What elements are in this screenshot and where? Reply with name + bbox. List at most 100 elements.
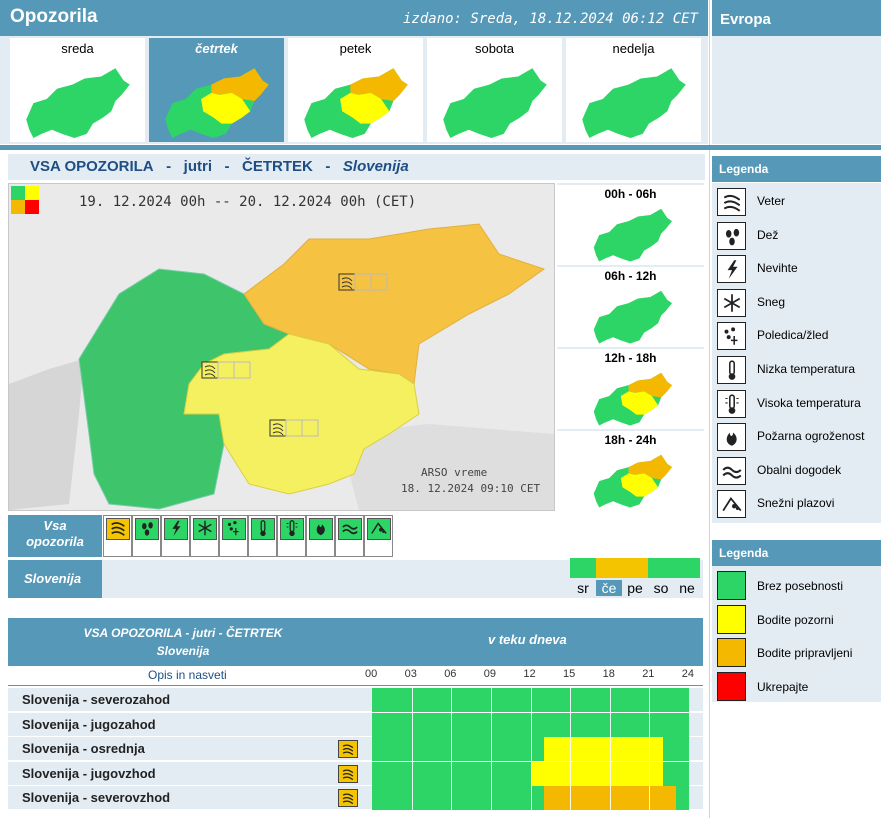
time-slot-2[interactable]: 12h - 18h (557, 347, 704, 427)
legend-item-label: Požarna ogroženost (757, 429, 865, 444)
day-tab-label[interactable]: petek (339, 41, 372, 56)
day-tab-4[interactable]: nedelja (566, 38, 701, 142)
legend-item: Poledica/žled (717, 319, 877, 352)
time-slot-label[interactable]: 00h - 06h (604, 187, 657, 201)
mini-day-3[interactable]: so (648, 558, 674, 596)
filter-wind[interactable] (103, 515, 132, 557)
snow-icon (717, 288, 746, 317)
all-warnings-filter[interactable]: Vsa opozorila (8, 515, 102, 557)
filter-avalanche[interactable] (364, 515, 393, 557)
region-name[interactable]: Slovenija - jugozahod (22, 716, 156, 732)
day-tab-label[interactable]: sreda (61, 41, 94, 56)
time-slot-label[interactable]: 06h - 12h (604, 269, 657, 283)
filter-coastal[interactable] (335, 515, 364, 557)
day-tab-label[interactable]: četrtek (195, 41, 238, 56)
time-slot-1[interactable]: 06h - 12h (557, 265, 704, 345)
filter-rain[interactable] (132, 515, 161, 557)
wind-icon (338, 789, 358, 807)
mini-day-0[interactable]: sr (570, 558, 596, 596)
filter-ice[interactable] (219, 515, 248, 557)
legend-color-label: Brez posebnosti (757, 579, 844, 593)
legend-icons-title: Legenda (719, 162, 769, 176)
table-title-line1: VSA OPOZORILA - jutri - ČETRTEK (83, 626, 283, 640)
filter-low-temp[interactable] (248, 515, 277, 557)
region-selector[interactable]: Slovenija (8, 560, 102, 598)
thunderstorm-icon[interactable] (167, 519, 185, 540)
hour-label: 06 (444, 668, 457, 680)
region-name[interactable]: Slovenija - osrednja (22, 741, 145, 756)
timeline-bar (372, 712, 689, 737)
avalanche-icon (717, 490, 746, 519)
day-tab-2[interactable]: petek (288, 38, 423, 142)
day-tab-1[interactable]: četrtek (149, 38, 284, 142)
main-warning-map[interactable]: 19. 12.2024 00h -- 20. 12.2024 00h (CET)… (8, 183, 555, 511)
all-warnings-label-line2: opozorila (26, 534, 84, 549)
table-row[interactable]: Slovenija - osrednja (8, 737, 703, 761)
day-tab-0[interactable]: sreda (10, 38, 145, 142)
day-tab-label[interactable]: nedelja (612, 41, 655, 56)
filter-snow[interactable] (190, 515, 219, 557)
legend-color-item: Bodite pozorni (717, 602, 877, 636)
time-slot-label[interactable]: 18h - 24h (604, 433, 657, 447)
avalanche-icon[interactable] (370, 519, 388, 540)
filter-fire[interactable] (306, 515, 335, 557)
filter-high-temp[interactable] (277, 515, 306, 557)
map-credit: ARSO vreme (421, 466, 488, 479)
region-name[interactable]: Slovenija - severovzhod (22, 790, 171, 805)
wind-icon[interactable] (109, 519, 127, 540)
mini-day-label[interactable]: sr (577, 580, 589, 596)
fire-icon[interactable] (312, 519, 330, 540)
mini-day-4[interactable]: ne (674, 558, 700, 596)
legend-color-swatch (717, 604, 746, 634)
legend-colors-title: Legenda (719, 546, 769, 560)
high-temp-icon[interactable] (283, 519, 301, 540)
description-link[interactable]: Opis in nasveti (148, 668, 227, 682)
thunderstorm-icon (717, 255, 746, 284)
mini-day-1[interactable]: če (596, 558, 622, 596)
day-tab-label[interactable]: sobota (474, 41, 515, 56)
mini-day-label[interactable]: ne (679, 580, 695, 596)
rain-icon[interactable] (138, 519, 156, 540)
hour-label: 18 (602, 668, 615, 680)
coastal-icon (717, 456, 746, 485)
table-row[interactable]: Slovenija - jugozahod (8, 712, 703, 737)
color-scale-icon (11, 186, 39, 214)
low-temp-icon[interactable] (254, 519, 272, 540)
hour-label: 00 (365, 668, 378, 680)
table-row[interactable]: Slovenija - severovzhod (8, 786, 703, 810)
region-label[interactable]: Slovenija (24, 571, 82, 586)
mini-day-label[interactable]: če (596, 580, 622, 596)
time-slot-label[interactable]: 12h - 18h (604, 351, 657, 365)
europe-panel (712, 36, 881, 144)
legend-item-label: Dež (757, 227, 779, 242)
slovenia-map (9, 223, 554, 510)
mini-day-2[interactable]: pe (622, 558, 648, 596)
time-slot-3[interactable]: 18h - 24h (557, 429, 704, 509)
table-title-line2: Slovenija (156, 644, 210, 658)
region-name[interactable]: Slovenija - jugovzhod (22, 765, 156, 781)
legend-item: Visoka temperatura (717, 387, 877, 420)
coastal-icon[interactable] (341, 519, 359, 540)
mini-day-label[interactable]: pe (627, 580, 643, 596)
low-temp-icon (717, 356, 746, 384)
legend-item: Obalni dogodek (717, 454, 877, 487)
day-tab-3[interactable]: sobota (427, 38, 562, 142)
legend-item-label: Poledica/žled (757, 328, 829, 343)
header-bar: Opozorila izdano: Sreda, 18.12.2024 06:1… (0, 0, 708, 36)
all-warnings-label: Vsa opozorila (8, 518, 102, 550)
europe-header[interactable]: Evropa (712, 0, 881, 36)
europe-title[interactable]: Evropa (720, 11, 771, 28)
time-slot-0[interactable]: 00h - 06h (557, 183, 704, 263)
snow-icon[interactable] (196, 519, 214, 540)
main-title: VSA OPOZORILA - jutri - ČETRTEK - Sloven… (30, 158, 409, 175)
filter-thunderstorm[interactable] (161, 515, 190, 557)
ice-icon[interactable] (225, 519, 243, 540)
region-name[interactable]: Slovenija - severozahod (22, 692, 171, 707)
mini-day-label[interactable]: so (653, 580, 669, 596)
legend-color-label: Bodite pozorni (757, 612, 834, 627)
table-row[interactable]: Slovenija - severozahod (8, 688, 703, 712)
hour-label: 15 (563, 668, 576, 680)
table-row[interactable]: Slovenija - jugovzhod (8, 761, 703, 786)
table-subheader: Opis in nasveti 00 03 06 09 12 15 18 21 24 (8, 666, 703, 686)
table-header-day: v teku dneva (488, 632, 567, 647)
